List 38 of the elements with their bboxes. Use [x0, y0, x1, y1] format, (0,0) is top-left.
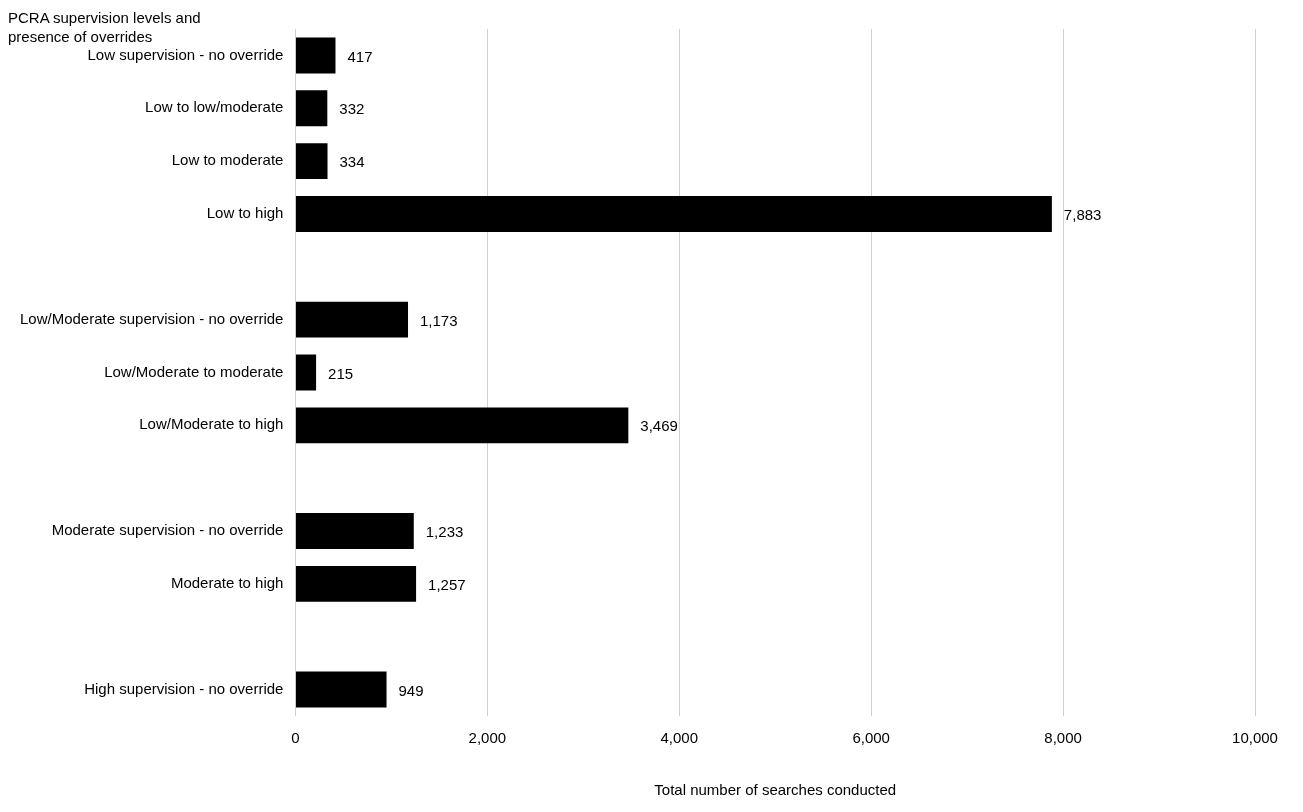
x-tick-label: 0	[291, 729, 300, 747]
y-tick-label: Low/Moderate to high	[139, 415, 284, 433]
y-tick-label: Low/Moderate to moderate	[104, 362, 284, 380]
y-tick-label: Low to moderate	[171, 151, 284, 169]
data-label: 949	[398, 681, 424, 699]
bar	[295, 513, 414, 550]
bar	[295, 565, 417, 602]
data-label: 215	[328, 364, 354, 382]
data-label: 7,883	[1063, 206, 1102, 224]
data-label: 332	[339, 100, 365, 118]
y-tick-label: Moderate supervision - no override	[51, 521, 284, 539]
bar	[295, 301, 409, 338]
y-tick-label: Low to low/moderate	[145, 98, 284, 116]
x-tick-label: 6,000	[852, 729, 890, 747]
x-tick-label: 2,000	[468, 729, 507, 747]
bar	[295, 407, 629, 444]
data-label: 1,233	[425, 523, 464, 541]
bar	[295, 37, 336, 74]
data-label: 334	[339, 153, 365, 171]
data-label: 417	[347, 47, 373, 65]
x-tick-label: 10,000	[1232, 729, 1278, 747]
y-tick-label: Low/Moderate supervision - no override	[20, 309, 284, 327]
data-label: 1,257	[428, 576, 466, 594]
y-tick-label: Low to high	[206, 204, 284, 222]
y-tick-label: Moderate to high	[170, 574, 284, 592]
bar	[295, 195, 1052, 232]
x-tick-label: 8,000	[1044, 729, 1082, 747]
bar	[295, 354, 317, 391]
y-axis-title: PCRA supervision levels and presence of overrides	[8, 8, 202, 46]
bar	[295, 90, 328, 127]
x-axis-title: Total number of searches conducted	[654, 781, 897, 799]
y-tick-label: Low supervision - no override	[87, 45, 284, 63]
x-tick-label: 4,000	[660, 729, 699, 747]
y-tick-label: High supervision - no override	[84, 679, 284, 697]
data-label: 3,469	[640, 417, 678, 435]
bar	[295, 671, 387, 708]
data-label: 1,173	[420, 311, 458, 329]
bar	[295, 143, 328, 180]
